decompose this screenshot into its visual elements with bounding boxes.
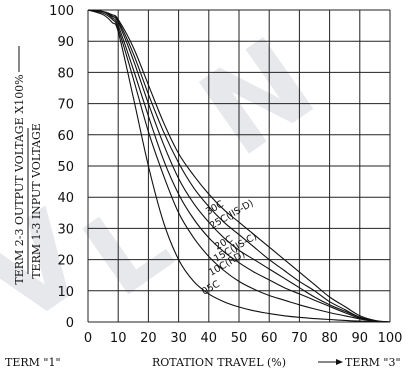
y-axis-label: TERM 2-3 OUTPUT VOLTAGE TERM 1-3 INPUT V… bbox=[13, 46, 43, 285]
x-tick-label: 40 bbox=[201, 331, 218, 346]
y-tick-label: 80 bbox=[57, 66, 74, 81]
y-tick-label: 10 bbox=[57, 285, 74, 300]
grid bbox=[87, 9, 391, 323]
y-tick-label: 90 bbox=[57, 35, 74, 50]
x-tick-label: 30 bbox=[170, 331, 187, 346]
y-tick-label: 20 bbox=[57, 254, 74, 269]
series-line-10c-rd- bbox=[87, 9, 391, 323]
y-tick-label: 60 bbox=[57, 129, 74, 144]
x-label-center: ROTATION TRAVEL (%) bbox=[152, 356, 286, 369]
watermark-letter-2: N bbox=[177, 12, 339, 183]
tick-labels: 0 10 20 30 40 50 60 70 80 90 100 0 10 20 30 40 50 60 70 80 9… bbox=[49, 4, 402, 346]
series-line-15c-jis-c- bbox=[87, 9, 391, 323]
curves bbox=[87, 9, 391, 323]
y-label-denominator: TERM 1-3 INPUT VOLTAGE bbox=[30, 123, 43, 279]
y-label-suffix: X100% bbox=[13, 74, 26, 113]
series-line-05c bbox=[87, 9, 391, 323]
x-label-left: TERM "1" bbox=[5, 356, 61, 369]
series-line-20c bbox=[87, 9, 391, 323]
watermark-letters: VLN bbox=[0, 12, 339, 353]
y-tick-label: 50 bbox=[57, 160, 74, 175]
x-tick-label: 100 bbox=[378, 331, 403, 346]
x-tick-label: 80 bbox=[321, 331, 338, 346]
y-tick-label: 100 bbox=[49, 4, 74, 19]
x-tick-label: 50 bbox=[231, 331, 248, 346]
x-label-arrow bbox=[318, 359, 343, 365]
series-line-30c bbox=[87, 9, 391, 323]
series-line-25c-jis-d- bbox=[87, 9, 391, 323]
y-label-numerator: TERM 2-3 OUTPUT VOLTAGE bbox=[13, 117, 26, 284]
x-tick-label: 20 bbox=[140, 331, 157, 346]
y-tick-label: 40 bbox=[57, 191, 74, 206]
x-tick-label: 0 bbox=[84, 331, 92, 346]
x-tick-label: 60 bbox=[261, 331, 278, 346]
x-tick-label: 90 bbox=[352, 331, 369, 346]
x-tick-label: 10 bbox=[110, 331, 127, 346]
y-tick-label: 30 bbox=[57, 222, 74, 237]
x-tick-label: 70 bbox=[291, 331, 308, 346]
y-tick-label: 70 bbox=[57, 98, 74, 113]
x-label-right: TERM "3" bbox=[345, 356, 401, 369]
y-tick-label: 0 bbox=[66, 316, 74, 331]
